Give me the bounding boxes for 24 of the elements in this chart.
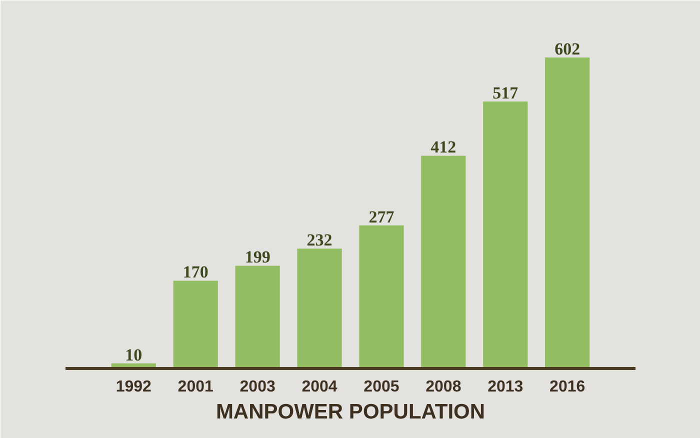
bar — [483, 101, 528, 368]
data-label: 602 — [554, 40, 580, 59]
data-label: 170 — [182, 262, 208, 282]
x-tick-label: 2013 — [488, 378, 524, 396]
x-tick-label: 2003 — [240, 378, 276, 396]
data-label: 232 — [306, 230, 332, 250]
bar — [545, 58, 590, 368]
bar — [297, 248, 342, 368]
bar — [421, 156, 466, 368]
bar — [235, 266, 280, 368]
x-tick-label: 2016 — [550, 378, 586, 396]
x-tick-label: 2004 — [302, 378, 338, 396]
bar — [359, 225, 404, 368]
x-tick-label: 1992 — [116, 378, 152, 396]
bar — [173, 280, 218, 368]
data-label: 199 — [244, 248, 270, 267]
x-tick-label: 2005 — [364, 378, 400, 396]
data-label: 10 — [125, 345, 142, 364]
data-label: 277 — [368, 207, 395, 226]
data-label: 412 — [430, 138, 456, 157]
x-axis-title: MANPOWER POPULATION — [216, 400, 486, 424]
x-tick-label: 2008 — [426, 378, 462, 396]
x-tick-label: 2001 — [178, 378, 214, 396]
data-label: 517 — [492, 83, 519, 102]
